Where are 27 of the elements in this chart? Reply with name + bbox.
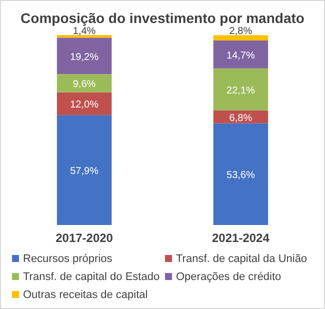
data-label: 22,1% (226, 85, 255, 96)
bar (56, 92, 112, 116)
bar (213, 123, 268, 225)
legend-label: Recursos próprios (23, 253, 113, 265)
legend-label: Transf. de capital do Estado (23, 271, 160, 283)
x-tick-label: 2021-2024 (212, 231, 270, 245)
legend-label: Outras receitas de capital (23, 289, 148, 301)
data-label: 6,8% (229, 112, 252, 124)
bar (213, 35, 268, 41)
legend-label: Operações de crédito (176, 271, 282, 283)
legend-label: Transf. de capital da União (176, 253, 308, 265)
bar (56, 115, 112, 225)
chart-title: Composição do investimento por mandato (20, 10, 304, 26)
data-label: 53,6% (226, 170, 255, 182)
data-label: 19,2% (70, 52, 99, 63)
data-label: 1,4% (72, 26, 96, 37)
data-label: 9,6% (72, 79, 96, 90)
bar (213, 68, 268, 110)
bar (56, 35, 112, 38)
bar (56, 38, 112, 74)
bar (213, 40, 268, 68)
data-label: 57,9% (70, 166, 99, 178)
data-label: 14,7% (226, 50, 255, 62)
x-tick-label: 2017-2020 (56, 231, 114, 245)
data-label: 2,8% (229, 26, 252, 38)
data-label: 12,0% (70, 100, 99, 111)
bar (56, 74, 112, 92)
